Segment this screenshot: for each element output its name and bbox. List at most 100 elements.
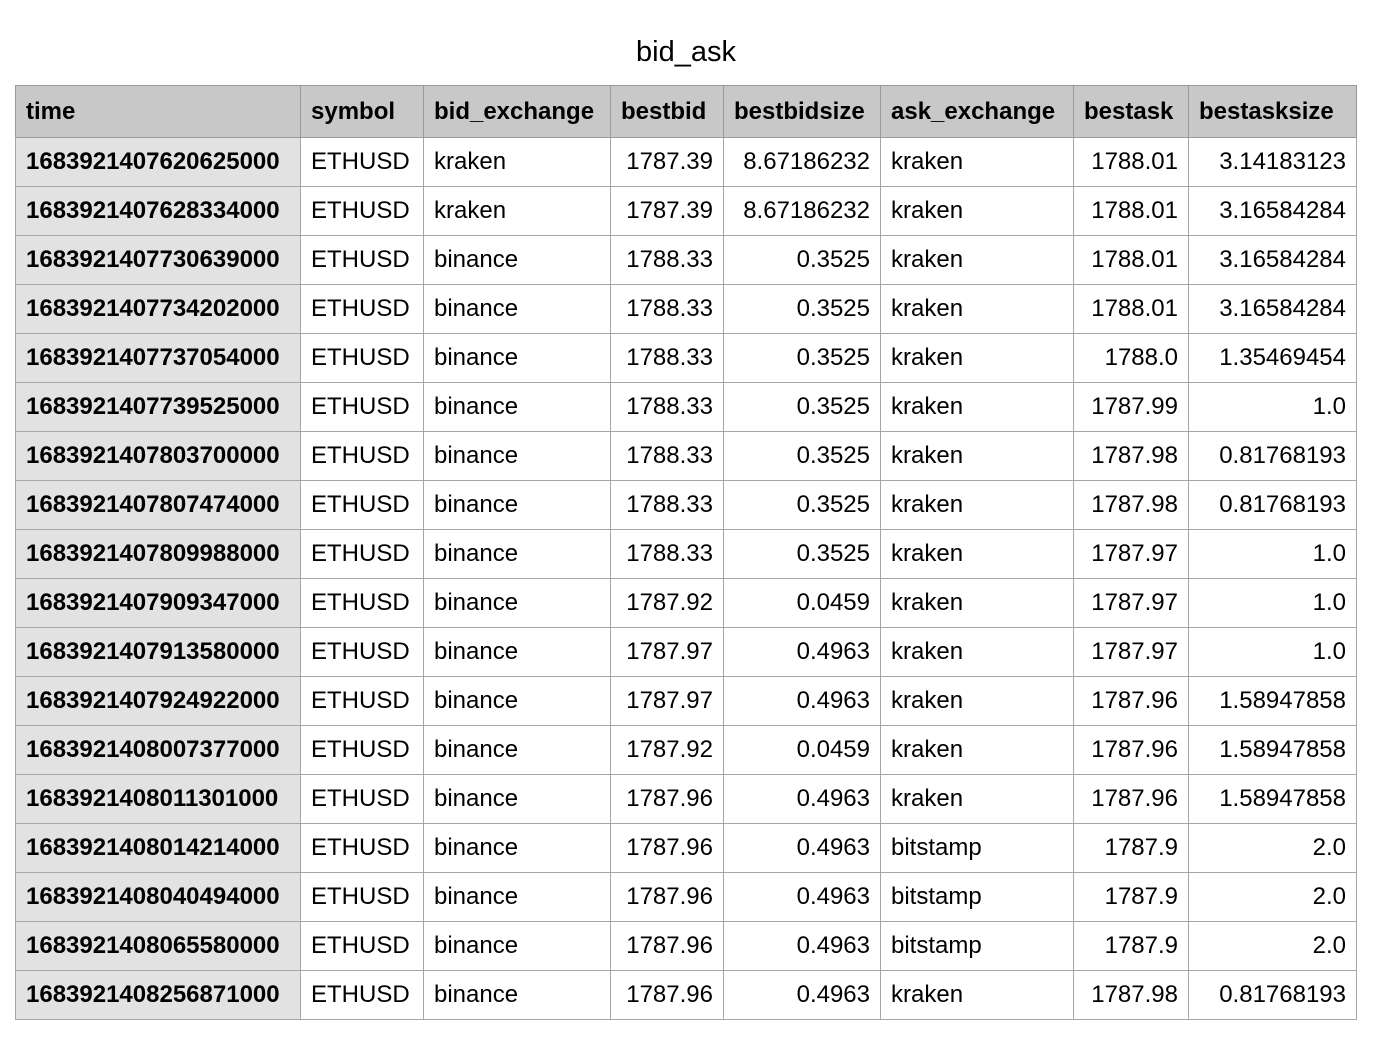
cell-bestbidsize[interactable]: 0.4963	[723, 872, 881, 922]
column-header-bestasksize[interactable]: bestasksize	[1188, 85, 1357, 138]
cell-bestask[interactable]: 1787.97	[1073, 578, 1189, 628]
column-header-symbol[interactable]: symbol	[300, 85, 424, 138]
cell-time[interactable]: 1683921407909347000	[15, 578, 301, 628]
cell-ask-exchange[interactable]: kraken	[880, 774, 1074, 824]
cell-bid-exchange[interactable]: binance	[423, 921, 611, 971]
cell-bid-exchange[interactable]: binance	[423, 725, 611, 775]
cell-time[interactable]: 1683921408007377000	[15, 725, 301, 775]
cell-symbol[interactable]: ETHUSD	[300, 137, 424, 187]
cell-bestask[interactable]: 1787.97	[1073, 529, 1189, 579]
cell-bestasksize[interactable]: 1.0	[1188, 627, 1357, 677]
cell-bestask[interactable]: 1787.98	[1073, 480, 1189, 530]
cell-symbol[interactable]: ETHUSD	[300, 872, 424, 922]
cell-ask-exchange[interactable]: kraken	[880, 431, 1074, 481]
cell-bid-exchange[interactable]: binance	[423, 872, 611, 922]
cell-time[interactable]: 1683921407730639000	[15, 235, 301, 285]
cell-bestask[interactable]: 1788.01	[1073, 186, 1189, 236]
cell-bestbid[interactable]: 1788.33	[610, 431, 724, 481]
cell-bestbidsize[interactable]: 0.4963	[723, 823, 881, 873]
cell-bestbid[interactable]: 1788.33	[610, 235, 724, 285]
cell-bestask[interactable]: 1787.98	[1073, 431, 1189, 481]
cell-time[interactable]: 1683921407734202000	[15, 284, 301, 334]
cell-bid-exchange[interactable]: binance	[423, 480, 611, 530]
cell-bestbid[interactable]: 1787.39	[610, 186, 724, 236]
cell-bid-exchange[interactable]: binance	[423, 431, 611, 481]
cell-bestbidsize[interactable]: 0.3525	[723, 480, 881, 530]
cell-bestasksize[interactable]: 2.0	[1188, 823, 1357, 873]
cell-ask-exchange[interactable]: kraken	[880, 235, 1074, 285]
cell-time[interactable]: 1683921408014214000	[15, 823, 301, 873]
cell-bestasksize[interactable]: 1.58947858	[1188, 676, 1357, 726]
cell-ask-exchange[interactable]: kraken	[880, 970, 1074, 1020]
cell-symbol[interactable]: ETHUSD	[300, 186, 424, 236]
cell-bid-exchange[interactable]: binance	[423, 333, 611, 383]
cell-bestasksize[interactable]: 3.16584284	[1188, 186, 1357, 236]
cell-bestasksize[interactable]: 1.58947858	[1188, 774, 1357, 824]
cell-bestbidsize[interactable]: 8.67186232	[723, 186, 881, 236]
cell-time[interactable]: 1683921407739525000	[15, 382, 301, 432]
cell-ask-exchange[interactable]: kraken	[880, 676, 1074, 726]
cell-bestbidsize[interactable]: 0.4963	[723, 676, 881, 726]
cell-bid-exchange[interactable]: binance	[423, 676, 611, 726]
cell-bestbidsize[interactable]: 0.3525	[723, 382, 881, 432]
cell-bestasksize[interactable]: 1.58947858	[1188, 725, 1357, 775]
cell-bestbid[interactable]: 1787.96	[610, 823, 724, 873]
cell-bestbid[interactable]: 1788.33	[610, 382, 724, 432]
cell-bid-exchange[interactable]: binance	[423, 970, 611, 1020]
cell-bestasksize[interactable]: 0.81768193	[1188, 970, 1357, 1020]
cell-bestask[interactable]: 1787.96	[1073, 676, 1189, 726]
cell-bestask[interactable]: 1788.01	[1073, 235, 1189, 285]
cell-bestask[interactable]: 1787.96	[1073, 774, 1189, 824]
cell-symbol[interactable]: ETHUSD	[300, 774, 424, 824]
cell-bestbid[interactable]: 1788.33	[610, 333, 724, 383]
cell-bestask[interactable]: 1787.99	[1073, 382, 1189, 432]
cell-bid-exchange[interactable]: binance	[423, 578, 611, 628]
column-header-bestbidsize[interactable]: bestbidsize	[723, 85, 881, 138]
cell-bestbidsize[interactable]: 0.0459	[723, 578, 881, 628]
cell-bid-exchange[interactable]: binance	[423, 529, 611, 579]
cell-time[interactable]: 1683921408011301000	[15, 774, 301, 824]
cell-ask-exchange[interactable]: kraken	[880, 284, 1074, 334]
cell-bestbidsize[interactable]: 0.4963	[723, 921, 881, 971]
cell-bestask[interactable]: 1787.9	[1073, 823, 1189, 873]
cell-bid-exchange[interactable]: kraken	[423, 137, 611, 187]
cell-ask-exchange[interactable]: kraken	[880, 578, 1074, 628]
cell-ask-exchange[interactable]: kraken	[880, 627, 1074, 677]
cell-bestbid[interactable]: 1787.96	[610, 921, 724, 971]
cell-time[interactable]: 1683921407803700000	[15, 431, 301, 481]
cell-bestbidsize[interactable]: 0.0459	[723, 725, 881, 775]
cell-bestbidsize[interactable]: 0.4963	[723, 774, 881, 824]
cell-bestasksize[interactable]: 1.0	[1188, 529, 1357, 579]
cell-symbol[interactable]: ETHUSD	[300, 333, 424, 383]
cell-bestbid[interactable]: 1788.33	[610, 284, 724, 334]
cell-time[interactable]: 1683921407924922000	[15, 676, 301, 726]
cell-symbol[interactable]: ETHUSD	[300, 382, 424, 432]
cell-bestasksize[interactable]: 2.0	[1188, 921, 1357, 971]
cell-bestasksize[interactable]: 0.81768193	[1188, 480, 1357, 530]
cell-bestbid[interactable]: 1787.96	[610, 774, 724, 824]
cell-bestbidsize[interactable]: 0.3525	[723, 529, 881, 579]
cell-ask-exchange[interactable]: kraken	[880, 333, 1074, 383]
cell-bid-exchange[interactable]: kraken	[423, 186, 611, 236]
cell-symbol[interactable]: ETHUSD	[300, 480, 424, 530]
cell-symbol[interactable]: ETHUSD	[300, 970, 424, 1020]
cell-time[interactable]: 1683921407913580000	[15, 627, 301, 677]
cell-bestbid[interactable]: 1788.33	[610, 529, 724, 579]
cell-bid-exchange[interactable]: binance	[423, 235, 611, 285]
cell-time[interactable]: 1683921407628334000	[15, 186, 301, 236]
cell-ask-exchange[interactable]: bitstamp	[880, 872, 1074, 922]
column-header-time[interactable]: time	[15, 85, 301, 138]
cell-bid-exchange[interactable]: binance	[423, 627, 611, 677]
cell-bid-exchange[interactable]: binance	[423, 284, 611, 334]
cell-bestasksize[interactable]: 1.0	[1188, 578, 1357, 628]
cell-ask-exchange[interactable]: kraken	[880, 186, 1074, 236]
cell-symbol[interactable]: ETHUSD	[300, 725, 424, 775]
cell-bid-exchange[interactable]: binance	[423, 823, 611, 873]
cell-time[interactable]: 1683921408065580000	[15, 921, 301, 971]
cell-bestask[interactable]: 1787.9	[1073, 872, 1189, 922]
cell-symbol[interactable]: ETHUSD	[300, 578, 424, 628]
cell-symbol[interactable]: ETHUSD	[300, 676, 424, 726]
cell-ask-exchange[interactable]: kraken	[880, 137, 1074, 187]
cell-bestbid[interactable]: 1787.96	[610, 970, 724, 1020]
cell-bestask[interactable]: 1788.01	[1073, 137, 1189, 187]
